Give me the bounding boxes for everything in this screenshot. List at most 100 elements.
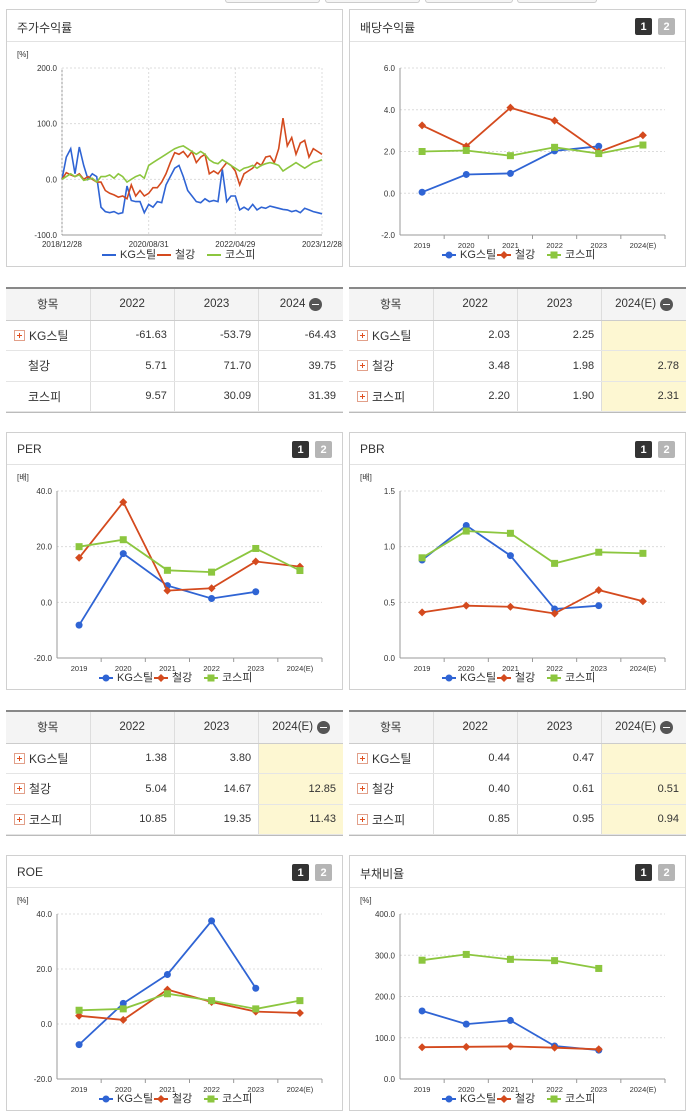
expand-row-icon[interactable] xyxy=(357,752,368,764)
legend-item: 철강 xyxy=(497,248,535,261)
row-label[interactable]: 철강 xyxy=(6,773,91,805)
legend-label: KG스틸 xyxy=(117,1092,153,1105)
kospi-point xyxy=(119,1005,127,1013)
row-label[interactable]: 철강 xyxy=(349,773,434,805)
toolbar-button[interactable] xyxy=(517,0,597,3)
collapse-column-icon[interactable] xyxy=(309,297,323,311)
row-label[interactable]: 코스피 xyxy=(349,804,434,835)
x-tick-label: 2024(E) xyxy=(630,1085,657,1094)
x-tick-label: 2020 xyxy=(458,664,475,673)
roe-panel: ROE 1 2 [%] 40.0 20.0 0.0 -20.0 2019 2020 2021 2… xyxy=(6,855,343,1111)
steel-point xyxy=(500,251,508,259)
expand-row-icon[interactable] xyxy=(14,783,25,795)
y-tick-label: 0.0 xyxy=(41,598,53,607)
roe-chart: [%] 40.0 20.0 0.0 -20.0 2019 2020 2021 2022 2023 2… xyxy=(17,896,323,1105)
collapse-column-icon[interactable] xyxy=(660,720,674,734)
y-tick-label: 0.5 xyxy=(384,598,396,607)
row-label[interactable]: 코스피 xyxy=(6,804,91,835)
expand-row-icon[interactable] xyxy=(357,813,368,825)
kospi-point xyxy=(208,997,216,1005)
y-tick-label: 100.0 xyxy=(37,120,58,129)
y-tick-label: 200.0 xyxy=(37,64,58,73)
legend-item: KG스틸 xyxy=(99,1092,153,1105)
series-line xyxy=(78,538,301,574)
series-코스피 xyxy=(75,990,304,1014)
stock-return-table: 항목 2022 2023 2024 KG스틸 -61.63 -53.79 -64.43 철강 5.… xyxy=(6,287,343,413)
kg-steel-point xyxy=(462,1020,470,1028)
per-chart: [배] 40.0 20.0 0.0 -20.0 2019 2020 2021 2022 2023 2… xyxy=(17,473,323,684)
row-label[interactable]: KG스틸 xyxy=(349,320,434,351)
table-cell: 3.80 xyxy=(174,743,260,774)
steel-point xyxy=(418,1043,427,1052)
kg-steel-point xyxy=(252,984,260,992)
x-tick-label: 2019 xyxy=(71,1085,88,1094)
table-cell: 2.03 xyxy=(433,320,518,351)
column-header: 2022 xyxy=(433,712,518,744)
expand-row-icon[interactable] xyxy=(357,360,368,372)
row-label[interactable]: KG스틸 xyxy=(6,320,91,351)
chart-pager: 1 2 xyxy=(635,864,675,881)
row-name: 코스피 xyxy=(372,389,406,404)
y-tick-label: 100.0 xyxy=(375,1034,396,1043)
expand-row-icon[interactable] xyxy=(14,752,25,764)
y-tick-label: 0.0 xyxy=(384,654,396,663)
kospi-point xyxy=(551,559,559,567)
series-line xyxy=(79,988,300,1021)
legend-label: 코스피 xyxy=(222,1092,252,1105)
table-cell: 0.47 xyxy=(517,743,603,774)
kg-steel-point xyxy=(102,674,110,682)
x-tick-label: 2023 xyxy=(590,664,607,673)
y-tick-label: 0.0 xyxy=(41,1020,53,1029)
y-tick-label: 40.0 xyxy=(36,487,52,496)
page-1-button[interactable]: 1 xyxy=(292,864,309,881)
column-header: 2023 xyxy=(174,712,260,744)
page-1-button[interactable]: 1 xyxy=(635,441,652,458)
toolbar-button[interactable] xyxy=(425,0,513,3)
page-2-button[interactable]: 2 xyxy=(658,864,675,881)
row-label[interactable]: KG스틸 xyxy=(6,743,91,774)
column-header: 2023 xyxy=(517,712,603,744)
table-row: 코스피 10.85 19.35 11.43 xyxy=(6,804,343,835)
expand-row-icon[interactable] xyxy=(14,329,25,341)
collapse-column-icon[interactable] xyxy=(660,297,674,311)
row-label[interactable]: 철강 xyxy=(349,350,434,382)
y-tick-label: 40.0 xyxy=(36,910,52,919)
x-tick-label: 2023 xyxy=(247,664,264,673)
expand-row-icon[interactable] xyxy=(357,390,368,402)
steel-point xyxy=(75,553,84,562)
page-1-button[interactable]: 1 xyxy=(292,441,309,458)
series-KG스틸 xyxy=(418,142,603,196)
toolbar-button[interactable] xyxy=(325,0,420,3)
kospi-point xyxy=(506,955,514,963)
kospi-point xyxy=(595,964,603,972)
expand-row-icon[interactable] xyxy=(357,329,368,341)
x-tick-label: 2021 xyxy=(159,1085,176,1094)
page-2-button[interactable]: 2 xyxy=(315,864,332,881)
page-2-button[interactable]: 2 xyxy=(658,18,675,35)
pbr-chart: [배] 1.5 1.0 0.5 0.0 2019 2020 2021 2022 2023 2024(… xyxy=(360,473,666,684)
page-1-button[interactable]: 1 xyxy=(635,18,652,35)
steel-point xyxy=(506,1042,515,1051)
table-cell: 0.94 xyxy=(601,804,686,835)
y-tick-label: 1.0 xyxy=(384,543,396,552)
expand-row-icon[interactable] xyxy=(14,813,25,825)
y-tick-label: -20.0 xyxy=(34,1075,53,1084)
row-label[interactable]: 코스피 xyxy=(349,381,434,412)
legend-item: 코스피 xyxy=(204,671,252,684)
collapse-column-icon[interactable] xyxy=(317,720,331,734)
expand-row-icon[interactable] xyxy=(357,783,368,795)
toolbar-button[interactable] xyxy=(225,0,320,3)
table-row: 철강 5.04 14.67 12.85 xyxy=(6,773,343,805)
x-tick-label: 2022 xyxy=(203,1085,220,1094)
legend-item: KG스틸 xyxy=(442,1092,496,1105)
legend-item: KG스틸 xyxy=(99,671,153,684)
page-2-button[interactable]: 2 xyxy=(658,441,675,458)
series-철강 xyxy=(418,586,647,618)
y-tick-label: 2.0 xyxy=(384,148,396,157)
kg-steel-point xyxy=(462,522,470,530)
page-2-button[interactable]: 2 xyxy=(315,441,332,458)
row-label[interactable]: KG스틸 xyxy=(349,743,434,774)
page-1-button[interactable]: 1 xyxy=(635,864,652,881)
x-tick-label: 2023 xyxy=(590,241,607,250)
kg-steel-point xyxy=(102,1095,110,1103)
